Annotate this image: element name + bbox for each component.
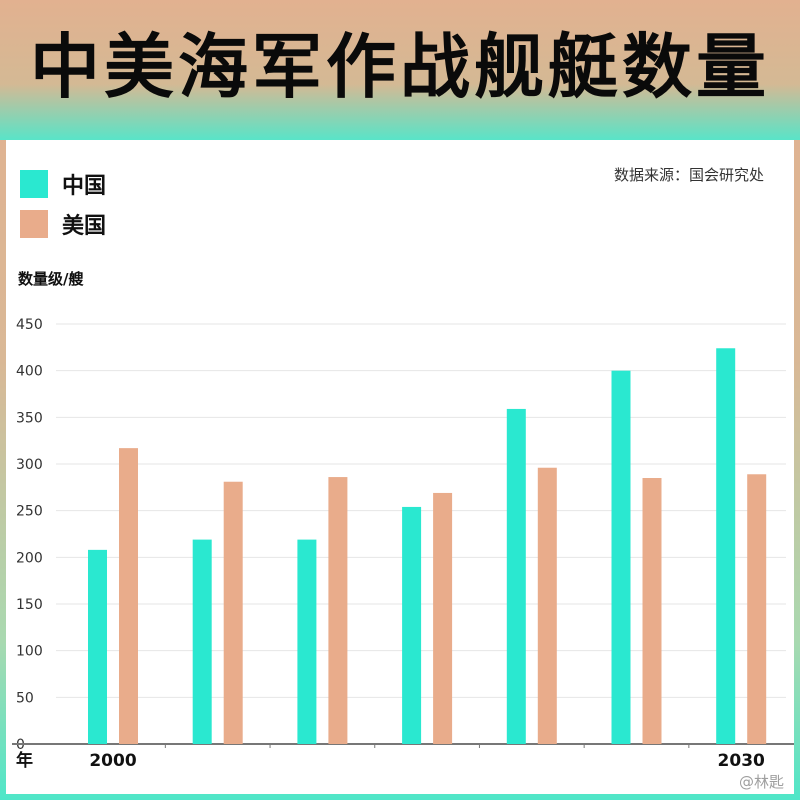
chart-panel: 中国 美国 数据来源：国会研究处 数量级/艘 05010015020025030… — [6, 140, 794, 794]
y-tick-label: 50 — [16, 690, 34, 706]
y-tick-label: 250 — [16, 504, 43, 520]
y-tick-label: 300 — [16, 457, 43, 473]
legend-swatch-usa — [20, 210, 48, 238]
y-tick-label: 350 — [16, 410, 43, 426]
y-tick-label: 100 — [16, 644, 43, 660]
bar-usa — [433, 492, 453, 744]
chart-title: 中美海军作战舰艇数量 — [30, 26, 770, 108]
bar-usa — [119, 448, 138, 744]
legend-swatch-china — [20, 170, 48, 198]
y-axis-label: 数量级/艘 — [18, 270, 84, 288]
x-axis-label: 年 — [16, 750, 33, 771]
bar-usa — [537, 467, 557, 744]
bar-china — [88, 549, 107, 744]
y-tick-label: 450 — [16, 317, 43, 333]
bar-usa — [642, 478, 662, 744]
y-tick-label: 200 — [16, 550, 43, 566]
bar-china — [192, 539, 212, 744]
title-banner: 中美海军作战舰艇数量 — [0, 0, 800, 140]
bar-china — [716, 348, 736, 744]
legend-label-usa: 美国 — [62, 214, 107, 239]
watermark: @林匙 — [738, 773, 784, 791]
data-source: 数据来源：国会研究处 — [613, 166, 764, 184]
bar-usa — [223, 481, 243, 744]
bar-china — [506, 408, 526, 744]
bar-china — [611, 370, 631, 744]
legend-item-usa: 美国 — [20, 208, 106, 240]
y-tick-label: 150 — [16, 597, 43, 613]
bar-usa — [328, 477, 348, 744]
bar-china — [402, 506, 422, 744]
bar-china — [297, 539, 317, 744]
legend-item-china: 中国 — [20, 168, 106, 200]
x-tick-label: 2030 — [718, 751, 765, 771]
bar-usa — [747, 474, 767, 744]
y-tick-label: 400 — [16, 364, 43, 380]
legend-label-china: 中国 — [62, 174, 107, 199]
bar-chart: 05010015020025030035040045020002030年 — [12, 317, 794, 771]
x-tick-label: 2000 — [89, 751, 136, 771]
